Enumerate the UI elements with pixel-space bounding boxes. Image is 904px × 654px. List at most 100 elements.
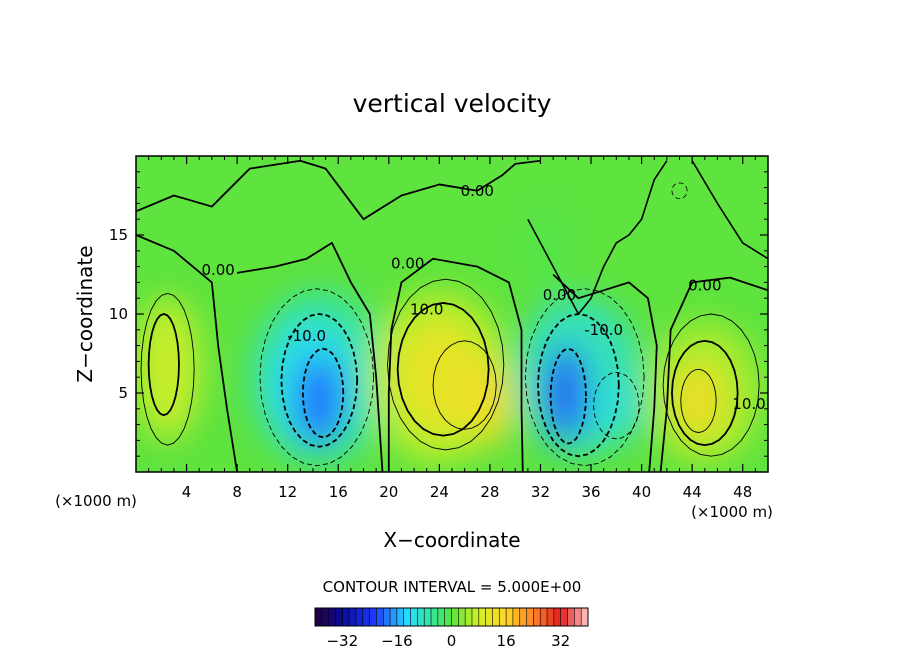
colorbar-segment: [492, 608, 500, 626]
contour-label: 0.00: [201, 261, 234, 279]
contour-line: [691, 160, 768, 260]
colorbar-tick-label: 16: [497, 632, 516, 650]
contour-line: [537, 313, 620, 458]
contour-line: [549, 347, 587, 445]
contour-line: [527, 160, 668, 315]
colorbar-segment: [390, 608, 398, 626]
contour-line: [136, 234, 239, 472]
colorbar-tick-label: 0: [447, 632, 457, 650]
contour-line: [662, 313, 760, 457]
y-axis: 5 10 15: [109, 171, 768, 457]
contour-label: -10.0: [584, 321, 623, 339]
contour-line: [671, 182, 688, 200]
x-unit-left: (×1000 m): [55, 492, 137, 510]
colorbar-segment: [444, 608, 452, 626]
colorbar-segment: [355, 608, 364, 626]
contour-line: [432, 340, 497, 430]
contour-label: -10.0: [287, 327, 326, 345]
contour-line: [659, 276, 768, 472]
colorbar-segment: [315, 608, 323, 626]
colorbar-segment: [328, 608, 336, 626]
contour-interval: CONTOUR INTERVAL = 5.000E+00: [323, 578, 582, 596]
y-tick-label: 10: [109, 305, 128, 323]
colorbar-segment: [362, 608, 370, 626]
contour-label: 0.00: [688, 277, 721, 295]
x-tick-label: 32: [531, 483, 550, 501]
contour-line: [396, 302, 490, 437]
contour-labels: 0.00 0.00 0.00 0.00 0.00 -10.0 10.0 -10.0 10.0: [201, 182, 765, 413]
x-tick-label: 4: [182, 483, 192, 501]
x-axis: 4 8 12 16 20 24 28 32 36 40 44 48: [148, 156, 756, 501]
colorbar-segment: [451, 608, 459, 626]
y-tick-label: 5: [118, 384, 128, 402]
x-tick-label: 28: [480, 483, 499, 501]
colorbar-segment: [519, 608, 527, 626]
colorbar-segment: [383, 608, 391, 626]
x-axis-label: X−coordinate: [383, 528, 520, 552]
colorbar-segment: [424, 608, 432, 626]
contour-label: 0.00: [391, 254, 424, 272]
colorbar-segment: [471, 608, 480, 626]
velocity-cell: [395, 321, 484, 433]
x-tick-label: 44: [683, 483, 702, 501]
colorbar-segment: [506, 608, 514, 626]
colorbar-segment: [567, 608, 575, 626]
velocity-cell: [673, 361, 724, 441]
colorbar-frame: [314, 607, 589, 627]
chart-title: vertical velocity: [353, 89, 552, 118]
contour-line: [387, 278, 505, 451]
colorbar-segment: [526, 608, 534, 626]
contour-line: [147, 313, 180, 417]
colorbar-segment: [376, 608, 384, 626]
colorbar-segment: [478, 608, 487, 626]
velocity-cell: [545, 345, 586, 441]
colorbar-tick-label: −32: [326, 632, 358, 650]
colorbar-segment: [349, 608, 357, 626]
contour-line: [680, 368, 717, 433]
colorbar-segment: [458, 608, 466, 626]
velocity-cell: [136, 298, 201, 441]
contour-label: 0.00: [461, 182, 494, 200]
x-tick-label: 40: [632, 483, 651, 501]
colorbar-segment: [540, 608, 548, 626]
contour-line: [552, 273, 658, 472]
contour-line: [593, 372, 640, 440]
colorbar-segment: [574, 608, 582, 626]
colorbar-segment: [499, 608, 507, 626]
colorbar-segment: [553, 608, 562, 626]
contour-label: 0.00: [543, 286, 576, 304]
colorbar-segment: [342, 608, 350, 626]
x-tick-label: 24: [430, 483, 449, 501]
colorbar-segment: [417, 608, 425, 626]
y-axis-label: Z−coordinate: [73, 245, 97, 382]
contour-line: [671, 339, 739, 447]
colorbar-segment: [437, 608, 446, 626]
contour-line: [136, 159, 541, 221]
colorbar-segment: [403, 608, 411, 626]
colorbar: [314, 607, 589, 627]
contour-line: [140, 293, 195, 446]
colorbar-segment: [321, 608, 330, 626]
x-tick-label: 20: [379, 483, 398, 501]
colorbar-segment: [512, 608, 521, 626]
velocity-cell: [527, 203, 566, 299]
x-tick-label: 48: [733, 483, 752, 501]
colorbar-segment: [547, 608, 555, 626]
x-tick-label: 8: [232, 483, 242, 501]
velocity-cell: [296, 356, 343, 446]
colorbar-tick-label: 32: [551, 632, 570, 650]
velocity-cell: [464, 356, 516, 446]
contour-line: [387, 257, 524, 472]
y-tick-label: 15: [109, 226, 128, 244]
colorbar-ticks: −32 −16 0 16 32: [326, 632, 570, 650]
colorbar-segment: [410, 608, 418, 626]
x-tick-label: 36: [581, 483, 600, 501]
x-tick-label: 16: [329, 483, 348, 501]
contour-line: [301, 347, 345, 439]
colorbar-segment: [396, 608, 405, 626]
contour-label: 10.0: [410, 300, 443, 318]
contour-line: [259, 288, 375, 467]
contour-line: [524, 288, 645, 467]
colorbar-segment: [485, 608, 493, 626]
